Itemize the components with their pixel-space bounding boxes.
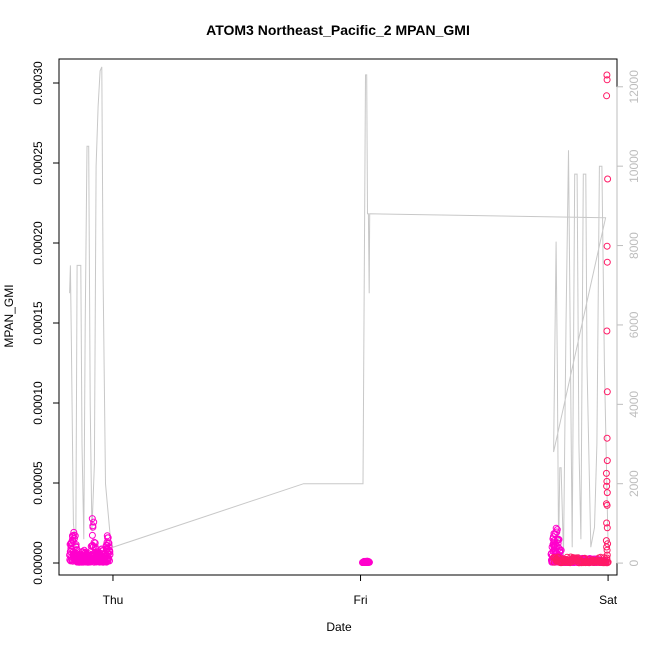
observed-point — [106, 548, 114, 556]
model-point — [603, 524, 611, 532]
model-layer — [550, 71, 612, 567]
y-tick-label: 0.00020 — [31, 221, 45, 265]
observed-point — [90, 518, 98, 526]
observed-point — [105, 543, 113, 551]
y2-tick-label: 10000 — [627, 149, 641, 183]
model-point — [603, 477, 611, 485]
y2-tick-label: 8000 — [627, 232, 641, 259]
axes-layer: 0.00000 0.00005 0.00010 0.00015 0.00020 0.000… — [31, 61, 641, 607]
model-point — [603, 327, 611, 335]
y-axis-label: MPAN_GMI — [2, 284, 16, 347]
model-point — [603, 489, 611, 497]
model-point — [603, 501, 611, 509]
model-point — [603, 92, 611, 100]
model-point — [603, 434, 611, 442]
y-tick-label: 0.00030 — [31, 61, 45, 105]
observed-point — [106, 551, 114, 558]
model-point — [604, 175, 612, 183]
observed-point — [89, 523, 97, 531]
observed-point — [105, 539, 113, 547]
observed-point — [365, 558, 373, 566]
observed-point — [555, 536, 563, 544]
observed-point — [88, 515, 96, 523]
model-point — [604, 559, 611, 567]
model-point — [603, 258, 611, 266]
x-tick-label: Thu — [103, 593, 124, 607]
altitude-line — [69, 66, 609, 556]
model-point — [603, 551, 611, 559]
observed-point — [90, 538, 98, 546]
y2-tick-label: 12000 — [627, 70, 641, 104]
observed-point — [71, 532, 79, 540]
y-tick-label: 0.00025 — [31, 141, 45, 185]
observed-point — [554, 539, 562, 547]
observed-point — [552, 524, 560, 532]
y-tick-label: 0.00005 — [31, 461, 45, 505]
model-point — [603, 546, 611, 554]
model-point — [603, 71, 611, 79]
model-point — [603, 556, 611, 564]
model-point — [603, 543, 611, 551]
model-point — [602, 469, 610, 477]
observed-point — [104, 534, 112, 542]
model-point — [603, 457, 611, 465]
y-tick-label: 0.00015 — [31, 301, 45, 345]
observed-point — [553, 526, 561, 534]
x-tick-label: Fri — [354, 593, 368, 607]
observed-point — [72, 541, 80, 549]
x-axis-label: Date — [326, 620, 352, 634]
chart-title: ATOM3 Northeast_Pacific_2 MPAN_GMI — [206, 22, 470, 38]
observed-point — [88, 531, 96, 539]
altitude-layer — [69, 66, 609, 556]
plot-frame — [58, 58, 618, 576]
observed-point — [557, 546, 565, 554]
y2-tick-label: 4000 — [627, 391, 641, 418]
x-tick-label: Sat — [599, 593, 618, 607]
y-tick-label: 0.00000 — [31, 541, 45, 585]
model-point — [603, 388, 611, 396]
model-point — [603, 242, 611, 250]
observed-layer — [66, 515, 610, 566]
y2-tick-label: 0 — [627, 559, 641, 566]
model-point — [603, 519, 611, 527]
y2-tick-label: 6000 — [627, 311, 641, 338]
y-tick-label: 0.00010 — [31, 381, 45, 425]
y2-tick-label: 2000 — [627, 470, 641, 497]
model-point — [603, 76, 611, 84]
